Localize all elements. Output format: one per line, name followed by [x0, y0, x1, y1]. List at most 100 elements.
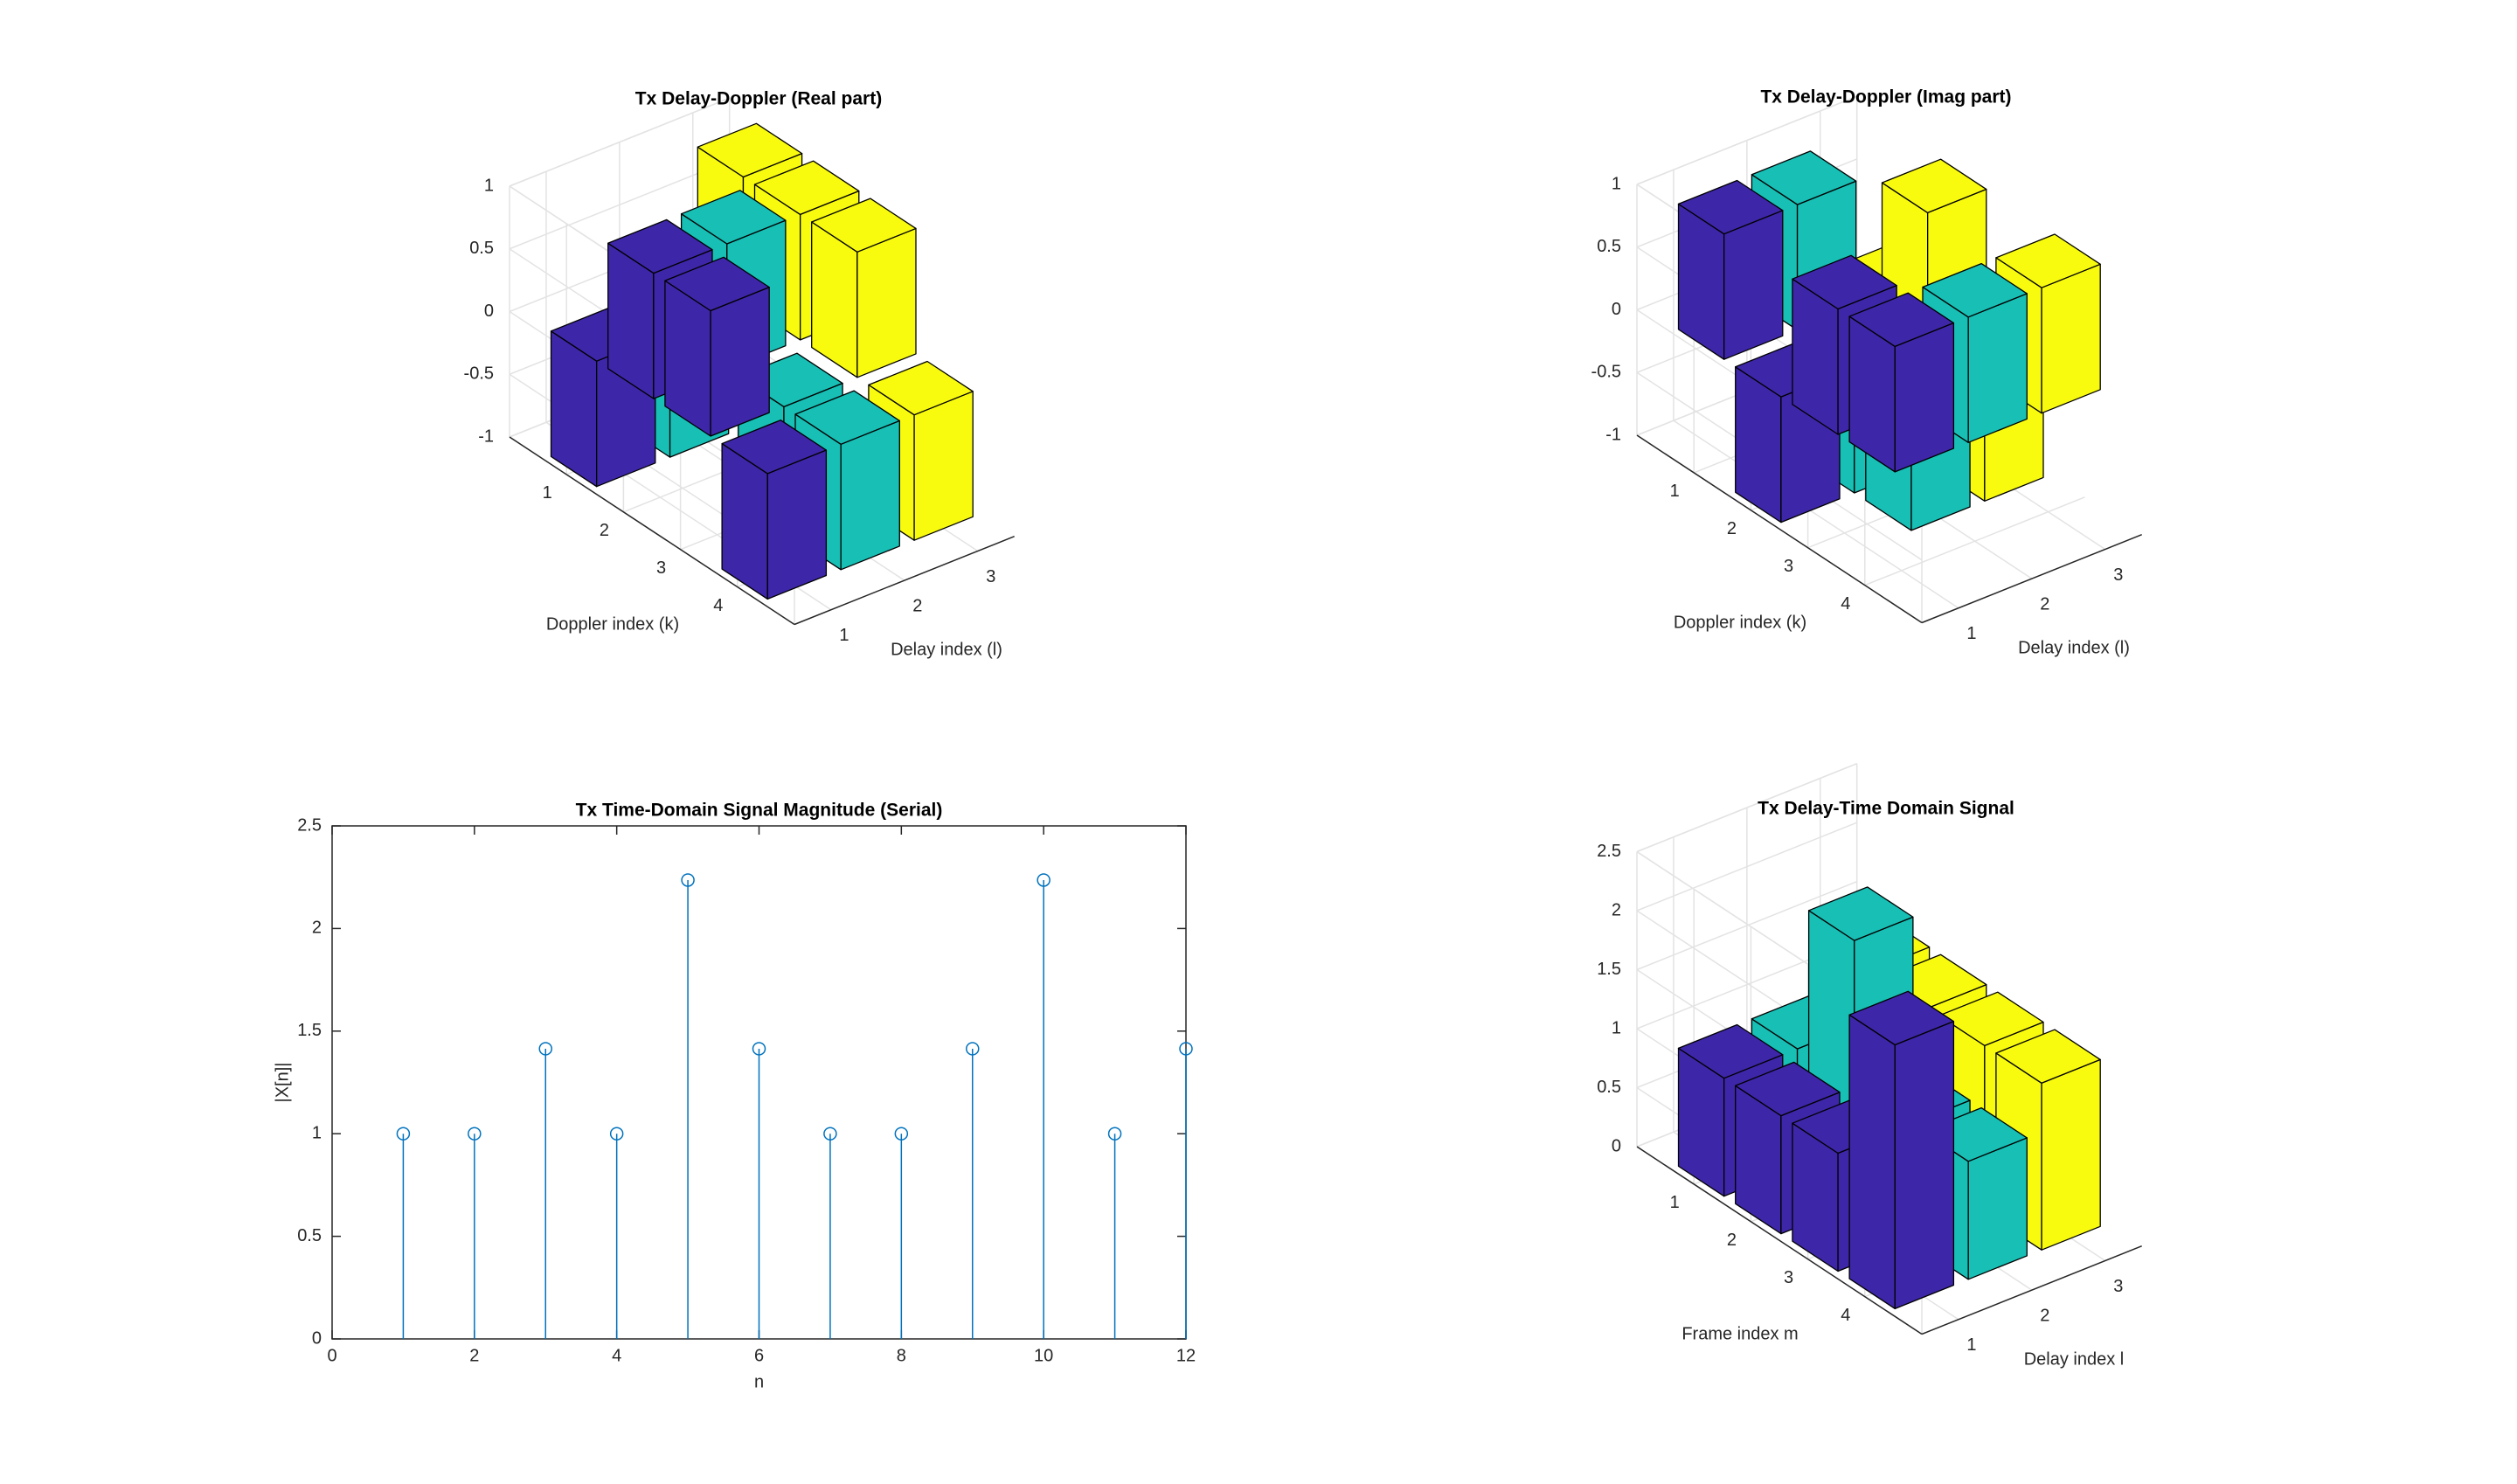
x-tick-label: 10 — [1034, 1346, 1053, 1365]
axis-line — [794, 536, 1015, 626]
bar-face — [1938, 991, 2044, 1047]
z-tick-label: 1.5 — [1597, 960, 1621, 979]
bar-face — [1807, 886, 1914, 941]
y-tick-label: 4 — [1841, 594, 1850, 614]
y-tick-label: 2 — [1727, 519, 1737, 538]
bar-face — [868, 360, 974, 416]
bar-face — [1881, 158, 1987, 214]
z-tick-label: 1 — [1612, 1018, 1621, 1037]
y-tick-label: 1 — [1670, 1193, 1680, 1212]
stem-marker — [823, 1127, 837, 1141]
axis-line — [1636, 434, 1923, 624]
bar-face — [697, 122, 803, 178]
bar-face — [1967, 293, 2028, 443]
x-tick-label: 6 — [754, 1346, 764, 1365]
bar-face — [680, 190, 787, 245]
bar-face — [664, 256, 770, 312]
bar-face — [1848, 1014, 1896, 1310]
y-tick-label: 0.5 — [297, 1226, 322, 1245]
x-axis-label: n — [754, 1372, 764, 1391]
bar-face — [811, 198, 917, 253]
grid-line — [1673, 420, 1959, 609]
y-tick-label: 1 — [312, 1123, 322, 1142]
z-tick-label: 0 — [1612, 1136, 1621, 1155]
y-tick-label: 2 — [1727, 1231, 1737, 1250]
y-tick-label: 3 — [1784, 1268, 1793, 1287]
z-tick-label: 2.5 — [1597, 842, 1621, 861]
bar-face — [840, 420, 900, 571]
bar-face — [2041, 263, 2101, 414]
x-tick-label: 0 — [327, 1346, 336, 1365]
stem-marker — [396, 1127, 411, 1141]
x-tick-label: 1 — [1966, 1335, 1976, 1355]
axis-line — [1921, 534, 2142, 624]
z-tick-label: 0.5 — [469, 239, 494, 258]
y-axis-label: Doppler index (k) — [1674, 613, 1806, 632]
stem-marker — [752, 1042, 766, 1056]
z-tick-label: 0 — [484, 302, 494, 321]
chart-title: Tx Delay-Doppler (Real part) — [635, 89, 882, 109]
x-axis-label: Delay index (l) — [891, 640, 1002, 659]
z-tick-label: 0 — [1612, 300, 1621, 319]
bar-face — [607, 218, 713, 274]
y-tick-label: 2 — [600, 521, 609, 540]
bar-face — [710, 286, 770, 437]
bar-face — [1723, 210, 1784, 360]
z-tick-label: 2 — [1612, 900, 1621, 919]
bar-face — [1677, 179, 1784, 235]
y-tick-label: 0 — [312, 1328, 322, 1348]
bar-face — [1922, 262, 2028, 318]
x-tick-label: 3 — [986, 567, 995, 586]
y-tick-label: 4 — [713, 596, 723, 615]
x-tick-label: 2 — [2040, 594, 2049, 614]
y-tick-label: 3 — [1784, 557, 1793, 576]
z-tick-label: -0.5 — [1591, 363, 1621, 382]
bar-face — [721, 420, 828, 475]
bar-face — [1967, 1137, 2028, 1280]
bar-face — [856, 227, 917, 378]
bar-face — [1995, 233, 2101, 288]
axis-line — [509, 436, 795, 626]
bar-face — [1995, 1029, 2101, 1084]
bar-face — [2041, 1058, 2101, 1251]
bar-face — [1751, 150, 1857, 205]
stem-marker — [538, 1042, 552, 1056]
axis-line — [1636, 1146, 1923, 1335]
bar-face — [1848, 990, 1955, 1046]
stem-marker — [1037, 873, 1050, 887]
chart-title: Tx Delay-Doppler (Imag part) — [1760, 87, 2011, 107]
bar-face — [794, 390, 900, 445]
x-tick-label: 3 — [2113, 565, 2123, 585]
y-tick-label: 2 — [312, 919, 322, 938]
y-tick-label: 2.5 — [297, 815, 322, 835]
z-tick-label: 1 — [484, 176, 494, 195]
y-tick-label: 1 — [1670, 482, 1680, 501]
z-tick-label: -1 — [1605, 425, 1621, 444]
x-tick-label: 1 — [1966, 624, 1976, 643]
bar-face — [1792, 254, 1897, 310]
x-tick-label: 3 — [2113, 1277, 2123, 1296]
stem-marker — [1107, 1127, 1122, 1141]
stem-marker — [609, 1127, 624, 1141]
bar-face — [1894, 1020, 1955, 1310]
x-tick-label: 2 — [912, 596, 922, 615]
stem-marker — [681, 873, 695, 887]
y-axis-label: Frame index m — [1681, 1324, 1798, 1343]
x-tick-label: 12 — [1176, 1346, 1196, 1365]
z-tick-label: 0.5 — [1597, 1078, 1621, 1097]
axis-line — [1921, 1245, 2142, 1335]
x-axis-label: Delay index l — [2024, 1349, 2125, 1369]
bar-face — [753, 160, 860, 216]
y-tick-label: 3 — [656, 558, 666, 578]
z-tick-label: 1 — [1612, 174, 1621, 193]
z-tick-label: -1 — [478, 426, 494, 446]
x-tick-label: 2 — [469, 1346, 479, 1365]
x-tick-label: 8 — [897, 1346, 906, 1365]
stem-marker — [894, 1127, 909, 1141]
x-axis-label: Delay index (l) — [2018, 638, 2130, 657]
chart-title: Tx Delay-Time Domain Signal — [1758, 799, 2014, 819]
z-tick-label: 0.5 — [1597, 237, 1621, 256]
bar-face — [766, 449, 828, 600]
